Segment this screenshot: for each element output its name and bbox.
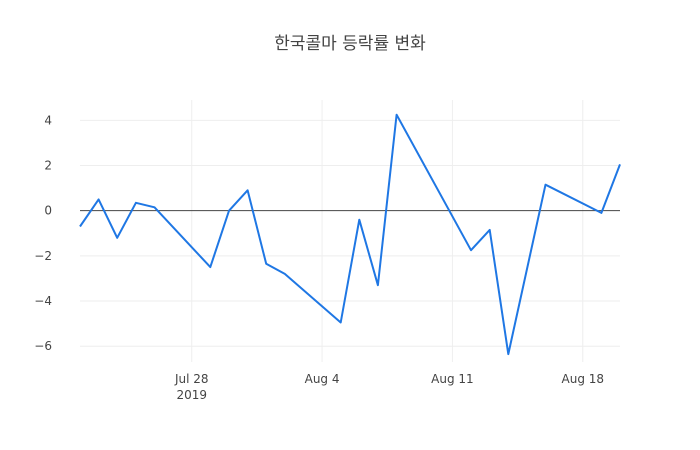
series-layer [79,113,621,356]
y-tick-label: −4 [34,294,52,308]
x-tick-year-label: 2019 [176,388,207,402]
axis-ticks: Jul 28 2019 Aug 4 Aug 11 Aug 18 4 2 0 −2 −4 −6 [34,113,604,402]
y-tick-label: −6 [34,339,52,353]
y-tick-label: 4 [44,113,52,127]
x-tick-label: Jul 28 [174,372,209,386]
x-tick-label: Aug 4 [305,372,340,386]
series-line [79,113,621,356]
x-tick-label: Aug 11 [431,372,474,386]
x-tick-label: Aug 18 [562,372,605,386]
y-tick-label: −2 [34,249,52,263]
grid [80,100,620,362]
chart-title: 한국콜마 등락률 변화 [274,34,426,54]
y-tick-label: 2 [44,159,52,173]
y-tick-label: 0 [44,204,52,218]
